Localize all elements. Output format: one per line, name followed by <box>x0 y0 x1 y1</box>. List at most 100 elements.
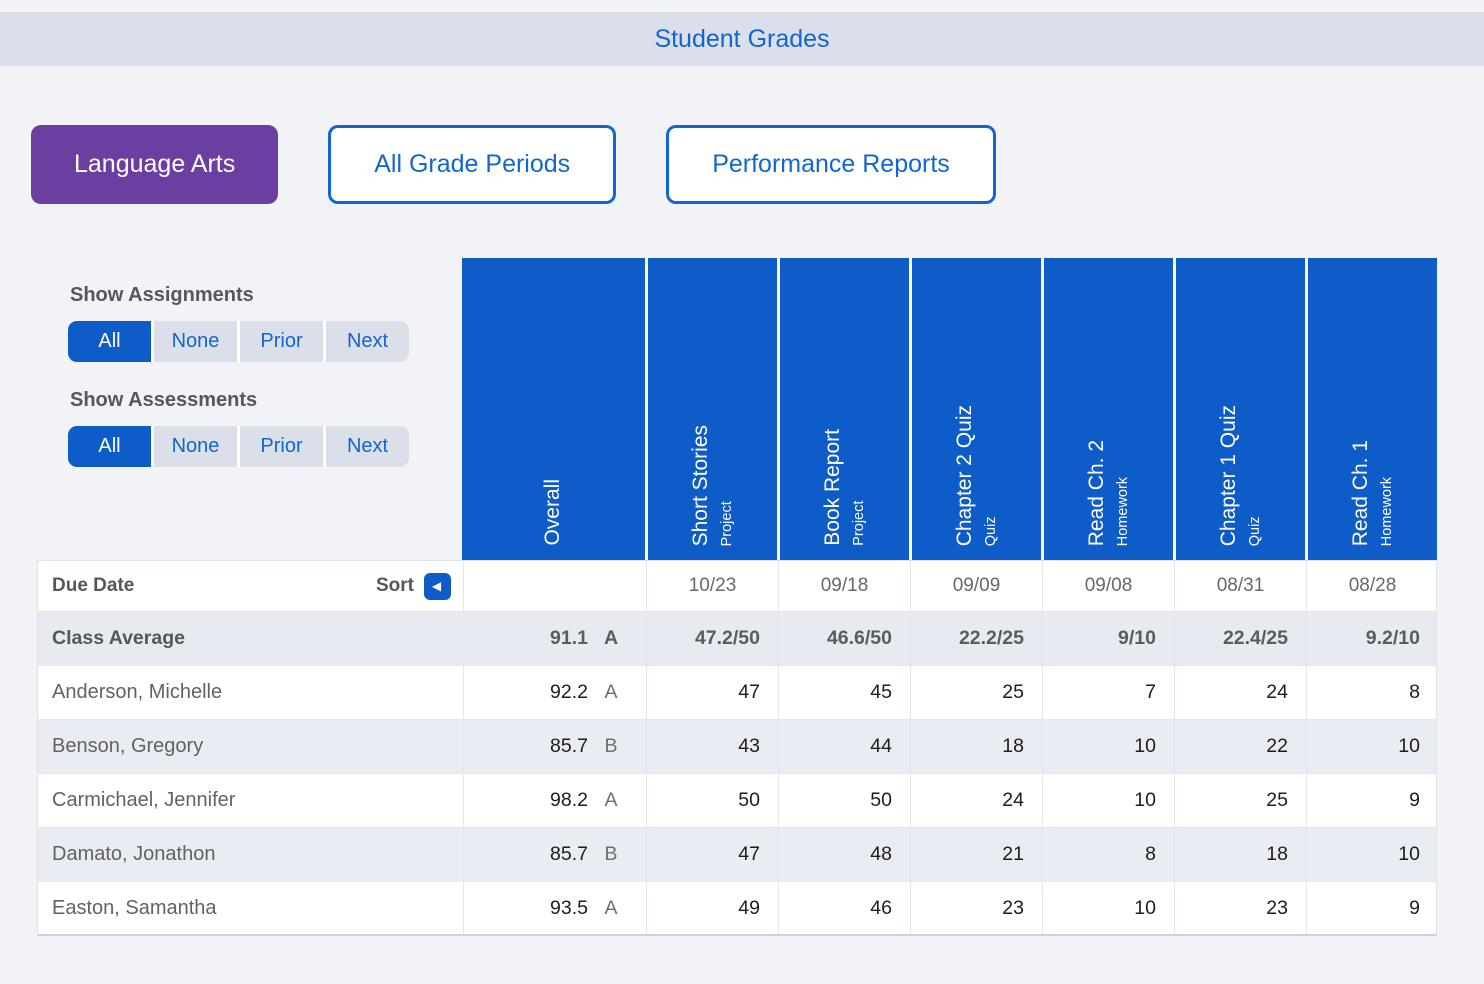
student-overall: 92.2 A <box>463 666 646 719</box>
student-name: Easton, Samantha <box>52 896 217 919</box>
score-read-ch-2: 10 <box>1042 720 1174 773</box>
column-subtitle: Project <box>719 500 736 546</box>
class-average-read-ch-1: 9.2/10 <box>1306 612 1438 665</box>
student-overall: 85.7 B <box>463 720 646 773</box>
due-date-chapter-2-quiz: 09/09 <box>910 561 1042 611</box>
sort-control: Sort ◀ <box>376 572 451 600</box>
column-title: Short Stories <box>689 424 713 546</box>
column-title: Read Ch. 1 <box>1349 439 1373 546</box>
score-read-ch-2: 10 <box>1042 882 1174 934</box>
score-read-ch-1: 8 <box>1306 666 1438 719</box>
column-header-chapter-1-quiz[interactable]: Chapter 1 Quiz Quiz <box>1173 258 1305 560</box>
column-title: Read Ch. 2 <box>1085 439 1109 546</box>
due-date-book-report: 09/18 <box>778 561 910 611</box>
column-header-chapter-2-quiz[interactable]: Chapter 2 Quiz Quiz <box>909 258 1041 560</box>
student-overall-letter: A <box>604 681 618 703</box>
student-overall-number: 85.7 <box>550 843 588 865</box>
sort-direction-button[interactable]: ◀ <box>424 572 451 600</box>
column-header-overall[interactable]: Overall <box>462 258 645 560</box>
score-chapter-2-quiz: 18 <box>910 720 1042 773</box>
score-short-stories: 49 <box>646 882 778 934</box>
performance-reports-button[interactable]: Performance Reports <box>666 125 996 204</box>
student-name: Damato, Jonathon <box>52 843 216 865</box>
column-header-text: Read Ch. 2 Homework <box>1085 439 1132 546</box>
student-overall: 85.7 B <box>463 828 646 881</box>
assignments-filter-next[interactable]: Next <box>326 321 409 362</box>
column-header-read-ch-1[interactable]: Read Ch. 1 Homework <box>1305 258 1437 560</box>
score-short-stories: 47 <box>646 666 778 719</box>
filters-panel: Show Assignments All None Prior Next Show A… <box>68 284 409 467</box>
grades-table: Show Assignments All None Prior Next Show A… <box>37 258 1437 936</box>
student-overall-letter: B <box>604 843 618 865</box>
score-read-ch-1: 10 <box>1306 828 1438 881</box>
column-header-text: Chapter 2 Quiz Quiz <box>953 405 999 546</box>
assignments-filter-all[interactable]: All <box>68 321 151 362</box>
assessments-filter-all[interactable]: All <box>68 426 151 467</box>
student-row-benson-gregory: Benson, Gregory 85.7 B 43 44 18 10 22 10 <box>37 720 1437 774</box>
student-overall-number: 98.2 <box>550 789 588 811</box>
assessments-filter-prior[interactable]: Prior <box>240 426 323 467</box>
score-book-report: 48 <box>778 828 910 881</box>
student-row-damato-jonathon: Damato, Jonathon 85.7 B 47 48 21 8 18 10 <box>37 828 1437 882</box>
class-average-row: Class Average 91.1 A 47.2/50 46.6/50 22.2/25… <box>37 612 1437 666</box>
assignments-filter-none[interactable]: None <box>154 321 237 362</box>
column-header-text: Overall <box>541 479 565 546</box>
score-read-ch-1: 9 <box>1306 882 1438 934</box>
column-header-text: Short Stories Project <box>689 424 736 546</box>
class-average-overall: 91.1 A <box>463 612 646 665</box>
column-header-book-report[interactable]: Book Report Project <box>777 258 909 560</box>
class-average-chapter-1-quiz: 22.4/25 <box>1174 612 1306 665</box>
score-book-report: 45 <box>778 666 910 719</box>
student-name: Carmichael, Jennifer <box>52 789 236 811</box>
column-subtitle: Quiz <box>1247 516 1264 546</box>
due-date-header-cell: Due Date Sort ◀ <box>38 561 463 611</box>
score-book-report: 50 <box>778 774 910 827</box>
student-overall: 98.2 A <box>463 774 646 827</box>
column-subtitle: Homework <box>1115 476 1132 546</box>
score-chapter-1-quiz: 24 <box>1174 666 1306 719</box>
student-overall-number: 85.7 <box>550 735 588 757</box>
column-header-text: Book Report Project <box>821 429 867 546</box>
assessments-filter-next[interactable]: Next <box>326 426 409 467</box>
student-row-easton-samantha: Easton, Samantha 93.5 A 49 46 23 10 23 9 <box>37 882 1437 936</box>
class-average-label: Class Average <box>52 627 185 649</box>
due-date-overall <box>463 561 646 611</box>
due-date-short-stories: 10/23 <box>646 561 778 611</box>
score-short-stories: 47 <box>646 828 778 881</box>
score-short-stories: 50 <box>646 774 778 827</box>
score-book-report: 46 <box>778 882 910 934</box>
score-chapter-1-quiz: 25 <box>1174 774 1306 827</box>
show-assessments-label: Show Assessments <box>70 389 258 411</box>
due-date-read-ch-2: 09/08 <box>1042 561 1174 611</box>
grade-periods-button[interactable]: All Grade Periods <box>328 125 617 204</box>
class-average-chapter-2-quiz: 22.2/25 <box>910 612 1042 665</box>
score-short-stories: 43 <box>646 720 778 773</box>
score-chapter-1-quiz: 18 <box>1174 828 1306 881</box>
score-read-ch-1: 10 <box>1306 720 1438 773</box>
student-overall-letter: B <box>604 735 618 757</box>
page-title: Student Grades <box>654 24 830 53</box>
student-overall-number: 93.5 <box>550 896 588 919</box>
assignments-filter-group: All None Prior Next <box>68 321 409 362</box>
grades-header-row: Show Assignments All None Prior Next Show A… <box>37 258 1437 560</box>
class-average-book-report: 46.6/50 <box>778 612 910 665</box>
score-read-ch-2: 8 <box>1042 828 1174 881</box>
due-date-label: Due Date <box>52 575 135 596</box>
left-arrow-icon: ◀ <box>431 579 442 593</box>
score-chapter-2-quiz: 23 <box>910 882 1042 934</box>
score-chapter-2-quiz: 24 <box>910 774 1042 827</box>
score-chapter-2-quiz: 21 <box>910 828 1042 881</box>
title-bar: Student Grades <box>0 12 1484 66</box>
assignments-filter-prior[interactable]: Prior <box>240 321 323 362</box>
toolbar: Language Arts All Grade Periods Performa… <box>31 125 1484 204</box>
subject-button[interactable]: Language Arts <box>31 125 279 204</box>
column-title: Overall <box>541 479 565 546</box>
column-title: Chapter 1 Quiz <box>1217 404 1241 546</box>
column-header-read-ch-2[interactable]: Read Ch. 2 Homework <box>1041 258 1173 560</box>
column-header-short-stories[interactable]: Short Stories Project <box>645 258 777 560</box>
show-assignments-label: Show Assignments <box>70 284 254 306</box>
sort-label: Sort <box>376 575 414 596</box>
score-read-ch-2: 7 <box>1042 666 1174 719</box>
class-average-short-stories: 47.2/50 <box>646 612 778 665</box>
assessments-filter-none[interactable]: None <box>154 426 237 467</box>
